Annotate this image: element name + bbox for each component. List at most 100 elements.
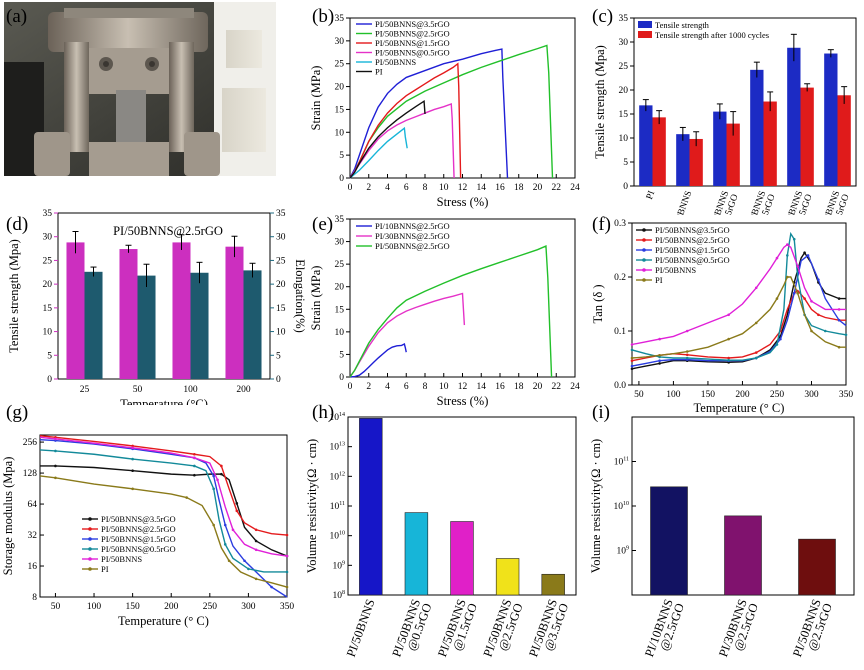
chart-c-ytick-label: 15 (619, 110, 629, 120)
chart-e-xlabel: Stress (%) (437, 394, 489, 408)
chart-d-right-ytick-label: 0 (276, 375, 281, 385)
chart-d-xtick-label: 50 (133, 385, 143, 395)
chart-c-legend-entry: Tensile strength (655, 20, 710, 30)
chart-g-point (193, 456, 196, 460)
chart-b-series-line (349, 48, 509, 179)
chart-f-point (775, 343, 779, 346)
chart-g-point (193, 473, 196, 477)
chart-f-point (823, 329, 827, 333)
chart-f-legend-entry: PI (655, 275, 663, 285)
chart-g-ytick-label: 16 (28, 562, 38, 572)
chart-g-point (254, 528, 258, 532)
chart-h-ylabel: Volume resistivity(Ω · cm) (305, 439, 319, 573)
chart-f-legend-entry: PI/50BNNS@0.5rGO (655, 255, 730, 265)
chart-g-point (193, 452, 196, 456)
chart-i-bar (650, 486, 688, 596)
chart-g-xtick-label: 250 (203, 602, 218, 612)
chart-d-bar (225, 246, 244, 379)
chart-f-point (630, 356, 634, 360)
chart-g-point (235, 509, 239, 513)
chart-i-ytick-label: 109 (617, 546, 630, 557)
chart-g-point (285, 585, 289, 589)
chart-g-point (212, 474, 215, 478)
chart-g-legend-marker (88, 527, 92, 531)
chart-h-xtick-label: PI/50BNNS@1.5rGO (435, 597, 480, 663)
chart-g-xlabel: Temperature (° C) (118, 614, 209, 628)
chart-d-ytick-label: 25 (43, 256, 53, 266)
chart-f-point (810, 300, 813, 303)
chart-g-point (285, 570, 289, 574)
chart-f-point (658, 359, 661, 362)
chart-f-point (754, 351, 758, 354)
chart-f-series-line (631, 243, 846, 346)
chart-b-xtick-label: 6 (404, 183, 409, 193)
chart-e-ylabel: Strain (MPa) (309, 266, 323, 331)
chart-d-xtick-label: 100 (183, 385, 198, 395)
chart-g-point (212, 523, 215, 527)
panel-label-a: (a) (6, 6, 27, 27)
chart-d-ytick-label: 10 (43, 328, 53, 338)
chart-h-xtick-label-line: PI/50BNNS (344, 597, 378, 659)
chart-f-ytick-label: 0.1 (614, 327, 626, 337)
chart-b-ytick-label: 30 (335, 37, 345, 47)
chart-e-series-line (349, 343, 407, 378)
chart-g-point (235, 502, 239, 505)
chart-g-point (285, 533, 289, 537)
chart-c-bar (800, 87, 814, 186)
chart-b-ytick-label: 35 (335, 14, 345, 24)
chart-b-ytick-label: 0 (339, 174, 344, 184)
chart-h-ytick-label: 1011 (330, 501, 345, 512)
chart-f-point (630, 359, 634, 362)
chart-g-frame (39, 434, 288, 598)
chart-e-xtick-label: 4 (385, 382, 390, 392)
tensile-test-photo-drawing (4, 2, 276, 176)
chart-f-point (754, 286, 758, 290)
chart-g-legend-entry: PI (101, 564, 109, 574)
chart-i-ytick-exp: 9 (626, 546, 629, 552)
chart-d-xtick-label: 25 (80, 385, 90, 395)
chart-g-point (270, 585, 273, 589)
chart-f-point (727, 356, 730, 360)
chart-e-xtick-label: 16 (495, 382, 505, 392)
chart-e-xtick-label: 18 (514, 382, 524, 392)
chart-g-point (54, 449, 57, 453)
chart-g-point (216, 478, 219, 482)
chart-h-bar (541, 573, 565, 596)
chart-f-xtick-label: 350 (839, 390, 854, 400)
chart-e-xtick-label: 8 (423, 382, 428, 392)
chart-e-ytick-label: 35 (335, 215, 345, 225)
chart-i-ytick-base: 10 (614, 458, 624, 468)
chart-e-xtick-label: 0 (348, 382, 353, 392)
chart-f-legend-marker (642, 258, 646, 262)
chart-i-ylabel: Volume resistivity(Ω · cm) (589, 439, 603, 573)
chart-f-point (792, 291, 796, 295)
chart-b-series-line (349, 62, 462, 179)
chart-d-bar (84, 271, 103, 379)
chart-c-frame (633, 17, 857, 187)
chart-g-series-line (39, 436, 288, 557)
chart-e-xtick-label: 14 (477, 382, 487, 392)
chart-f-frame (631, 222, 847, 386)
chart-g-xtick-label: 150 (126, 602, 141, 612)
chart-f-legend-marker (642, 238, 646, 242)
chart-f-point (796, 291, 799, 295)
panel-label-h: (h) (312, 402, 334, 423)
chart-c-bar (824, 53, 838, 186)
chart-f-xtick-label: 200 (735, 390, 750, 400)
chart-g-point (220, 472, 223, 476)
chart-g-xtick-label: 50 (51, 602, 61, 612)
chart-d-right-ytick-label: 30 (276, 233, 286, 243)
chart-f-point (837, 308, 841, 311)
chart-c-bar (652, 117, 666, 186)
chart-f-point (786, 243, 789, 246)
chart-i-ytick-base: 10 (617, 547, 627, 557)
chart-g-legend-entry: PI/50BNNS@2.5rGO (101, 524, 176, 534)
chart-f-point (786, 275, 789, 279)
chart-c-ytick-label: 35 (619, 14, 629, 24)
chart-b-xtick-label: 14 (477, 183, 487, 193)
chart-b-ytick-label: 25 (335, 60, 345, 70)
chart-f-series-line (631, 289, 846, 362)
chart-g-series-line (39, 449, 287, 573)
